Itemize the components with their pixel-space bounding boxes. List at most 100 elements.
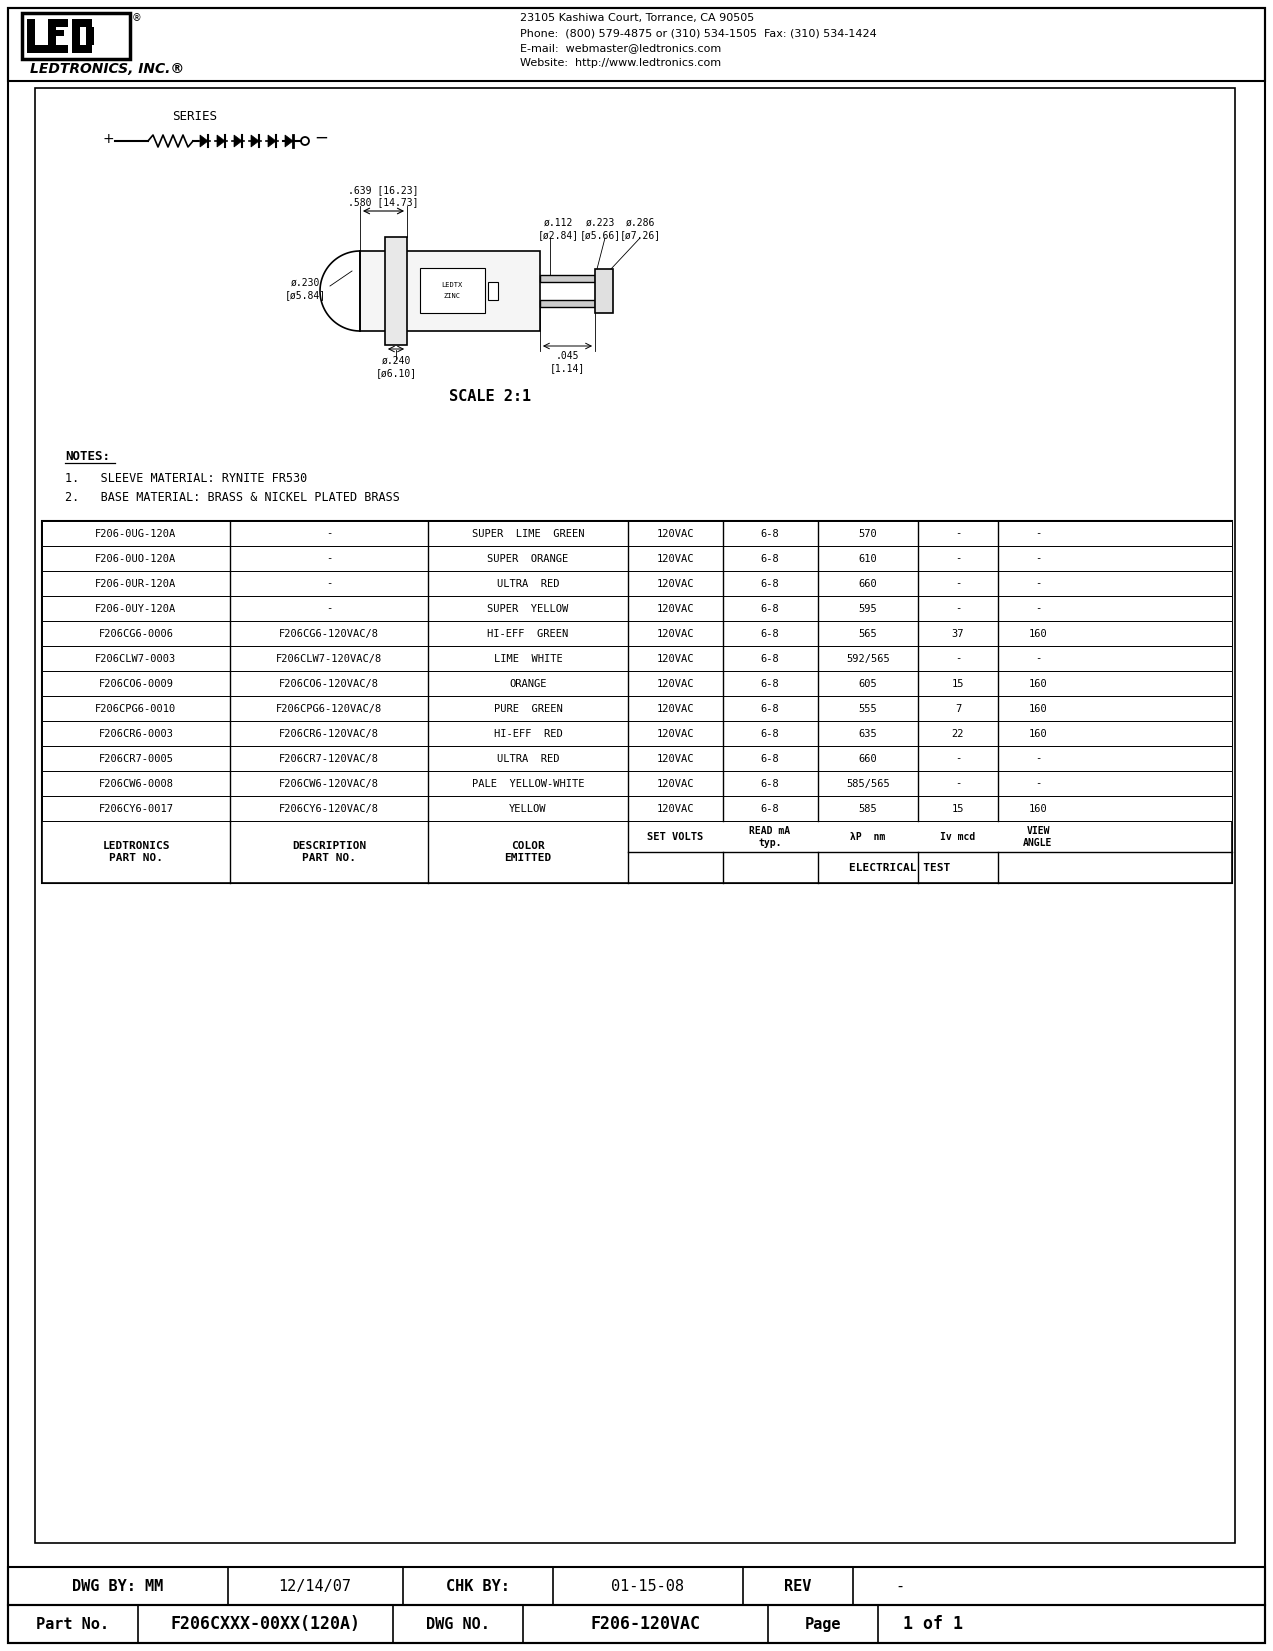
Text: -: - [1035,779,1041,789]
Text: 6-8: 6-8 [761,679,779,688]
Text: 6-8: 6-8 [761,578,779,588]
Text: Part No.: Part No. [37,1616,109,1631]
Text: 6-8: 6-8 [761,703,779,713]
Text: LIME  WHITE: LIME WHITE [494,654,563,664]
Text: -: - [1035,753,1041,763]
Text: -: - [1035,528,1041,538]
Text: 6-8: 6-8 [761,728,779,738]
Text: REV: REV [784,1578,812,1593]
Text: 660: 660 [858,578,877,588]
Text: 6-8: 6-8 [761,753,779,763]
Text: 120VAC: 120VAC [657,703,694,713]
Text: 160: 160 [1029,703,1048,713]
Bar [8,1605,1265,1643]
Text: COLOR
EMITTED: COLOR EMITTED [504,842,551,863]
Text: ø.230: ø.230 [290,277,320,287]
Text: -: - [955,753,961,763]
Text: 660: 660 [858,753,877,763]
Text: 592/565: 592/565 [847,654,890,664]
Text: 635: 635 [858,728,877,738]
Bar [73,20,92,26]
Bar [22,13,130,59]
Text: 120VAC: 120VAC [657,779,694,789]
Bar [42,821,1232,883]
Text: -: - [1035,578,1041,588]
Text: F206CLW7-120VAC/8: F206CLW7-120VAC/8 [276,654,382,664]
Text: F206CG6-120VAC/8: F206CG6-120VAC/8 [279,629,379,639]
Text: 160: 160 [1029,629,1048,639]
Text: SUPER  YELLOW: SUPER YELLOW [488,604,569,614]
Text: 120VAC: 120VAC [657,728,694,738]
Text: 120VAC: 120VAC [657,528,694,538]
Text: 160: 160 [1029,804,1048,814]
Polygon shape [251,135,258,147]
Bar [34,88,1235,1544]
Text: SUPER  LIME  GREEN: SUPER LIME GREEN [472,528,584,538]
Text: 120VAC: 120VAC [657,604,694,614]
Text: 2.   BASE MATERIAL: BRASS & NICKEL PLATED BRASS: 2. BASE MATERIAL: BRASS & NICKEL PLATED … [65,490,400,504]
Text: 7: 7 [955,703,961,713]
Text: -: - [955,528,961,538]
Bar [42,746,1232,771]
Text: .580 [14.73]: .580 [14.73] [348,196,419,206]
Text: 12/14/07: 12/14/07 [279,1578,351,1593]
Polygon shape [216,135,225,147]
Bar [42,771,1232,796]
Bar [42,670,1232,697]
Bar [384,238,407,345]
Text: SUPER  ORANGE: SUPER ORANGE [488,553,569,563]
Bar [42,596,1232,621]
Text: 23105 Kashiwa Court, Torrance, CA 90505: 23105 Kashiwa Court, Torrance, CA 90505 [519,13,754,23]
Text: 160: 160 [1029,679,1048,688]
Text: F206CO6-120VAC/8: F206CO6-120VAC/8 [279,679,379,688]
Text: ULTRA  RED: ULTRA RED [496,578,559,588]
Text: F206CY6-0017: F206CY6-0017 [98,804,173,814]
Text: E-mail:  webmaster@ledtronics.com: E-mail: webmaster@ledtronics.com [519,43,722,53]
Text: F206CLW7-0003: F206CLW7-0003 [95,654,177,664]
Bar [360,251,540,330]
Text: Website:  http://www.ledtronics.com: Website: http://www.ledtronics.com [519,58,721,68]
Bar [540,276,594,282]
Bar [42,546,1232,571]
Text: -: - [955,578,961,588]
Bar [8,8,1265,81]
Text: 570: 570 [858,528,877,538]
Bar [48,20,56,53]
Text: 37: 37 [952,629,964,639]
Bar [73,20,80,53]
Text: HI-EFF  GREEN: HI-EFF GREEN [488,629,569,639]
Text: F206CG6-0006: F206CG6-0006 [98,629,173,639]
Bar [48,30,64,36]
Text: F206-0UR-120A: F206-0UR-120A [95,578,177,588]
Text: 595: 595 [858,604,877,614]
Text: SCALE 2:1: SCALE 2:1 [449,388,531,403]
Text: F206CXXX-00XX(120A): F206CXXX-00XX(120A) [171,1615,360,1633]
Bar [42,522,1232,883]
Text: READ mA
typ.: READ mA typ. [750,826,791,849]
Text: ®: ® [132,13,141,23]
Text: .045: .045 [555,352,579,362]
Bar [48,45,67,53]
Text: 22: 22 [952,728,964,738]
Bar [42,621,1232,646]
Text: PURE  GREEN: PURE GREEN [494,703,563,713]
Text: ELECTRICAL TEST: ELECTRICAL TEST [849,863,951,873]
Text: -: - [326,604,332,614]
Text: ORANGE: ORANGE [509,679,546,688]
Text: 555: 555 [858,703,877,713]
Text: 6-8: 6-8 [761,604,779,614]
Text: F206CO6-0009: F206CO6-0009 [98,679,173,688]
Text: [ø7.26]: [ø7.26] [620,229,661,239]
Bar [8,1567,1265,1605]
Text: PALE  YELLOW-WHITE: PALE YELLOW-WHITE [472,779,584,789]
Bar [73,45,92,53]
Text: F206CR6-120VAC/8: F206CR6-120VAC/8 [279,728,379,738]
Bar [87,26,94,45]
Polygon shape [234,135,242,147]
Text: F206CW6-0008: F206CW6-0008 [98,779,173,789]
Text: -: - [1035,604,1041,614]
Text: −: − [314,129,328,147]
Text: LEDTRONICS, INC.®: LEDTRONICS, INC.® [31,63,185,76]
Text: Page: Page [805,1616,841,1631]
Bar [594,269,614,314]
